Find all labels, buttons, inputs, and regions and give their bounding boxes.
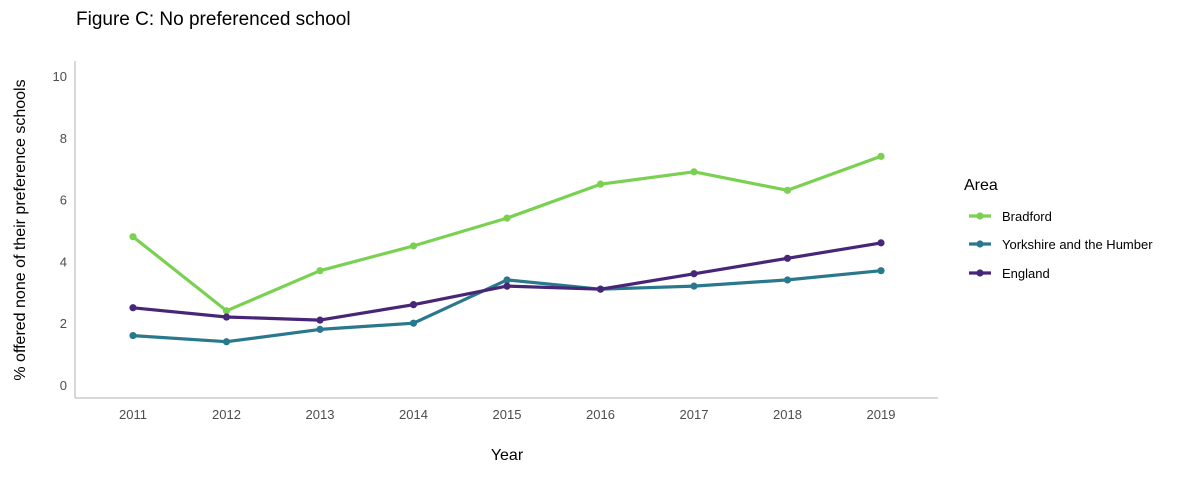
data-point xyxy=(129,331,137,340)
legend-label: Yorkshire and the Humber xyxy=(1002,237,1153,252)
data-point xyxy=(316,267,324,275)
y-tick-labels: 0 2 4 6 8 10 xyxy=(53,69,67,393)
data-point xyxy=(596,285,605,293)
data-point xyxy=(877,152,885,160)
y-tick-label: 6 xyxy=(60,193,67,208)
x-tick-label: 2014 xyxy=(399,407,428,422)
data-point xyxy=(222,338,231,346)
data-point xyxy=(129,304,137,312)
data-point xyxy=(596,180,605,188)
legend-item: Bradford xyxy=(969,209,1052,224)
legend-item: Yorkshire and the Humber xyxy=(969,237,1153,252)
data-point xyxy=(222,307,231,315)
x-tick-label: 2011 xyxy=(119,407,147,422)
y-tick-label: 4 xyxy=(60,254,67,269)
legend-label: England xyxy=(1002,266,1050,281)
data-point xyxy=(783,186,792,194)
legend-swatch-point xyxy=(976,269,984,277)
data-point xyxy=(690,282,698,290)
data-point xyxy=(222,313,231,321)
data-point xyxy=(409,301,418,309)
x-axis-title: Year xyxy=(491,447,524,464)
y-tick-label: 8 xyxy=(60,131,67,146)
data-point xyxy=(783,276,792,284)
data-point xyxy=(409,319,418,327)
data-point xyxy=(690,270,698,278)
data-point xyxy=(316,316,324,324)
legend-swatch-point xyxy=(976,212,984,220)
y-tick-label: 10 xyxy=(53,69,67,84)
x-tick-label: 2016 xyxy=(586,407,615,422)
data-point xyxy=(877,239,885,247)
x-tick-label: 2017 xyxy=(680,407,709,422)
y-tick-label: 0 xyxy=(60,378,67,393)
x-tick-label: 2018 xyxy=(773,407,802,422)
x-tick-label: 2019 xyxy=(867,407,896,422)
data-point xyxy=(503,214,511,222)
y-tick-label: 2 xyxy=(60,316,67,331)
chart-title: Figure C: No preferenced school xyxy=(76,9,351,30)
series-layer xyxy=(129,152,885,346)
legend-label: Bradford xyxy=(1002,209,1052,224)
data-point xyxy=(409,242,418,250)
axes xyxy=(74,61,938,399)
data-point xyxy=(129,233,137,241)
legend-swatch-point xyxy=(976,240,984,248)
x-tick-label: 2012 xyxy=(212,407,241,422)
legend-title: Area xyxy=(964,177,998,194)
x-tick-label: 2013 xyxy=(306,407,335,422)
y-axis-title: % offered none of their preference schoo… xyxy=(12,79,29,380)
data-point xyxy=(877,267,885,275)
series-yorkshire-and-the-humber xyxy=(129,267,885,346)
x-tick-labels: 2011 2012 2013 2014 2015 2016 2017 2018 2019 xyxy=(119,407,895,422)
data-point xyxy=(783,254,792,262)
legend-item: England xyxy=(969,266,1050,281)
data-point xyxy=(316,325,324,333)
data-point xyxy=(690,168,698,176)
data-point xyxy=(503,276,511,284)
series-england xyxy=(129,239,885,324)
series-bradford xyxy=(129,152,885,315)
legend: Area Bradford Yorkshire and the Humber Eng… xyxy=(964,177,1153,281)
data-point xyxy=(503,282,511,290)
x-tick-label: 2015 xyxy=(493,407,522,422)
